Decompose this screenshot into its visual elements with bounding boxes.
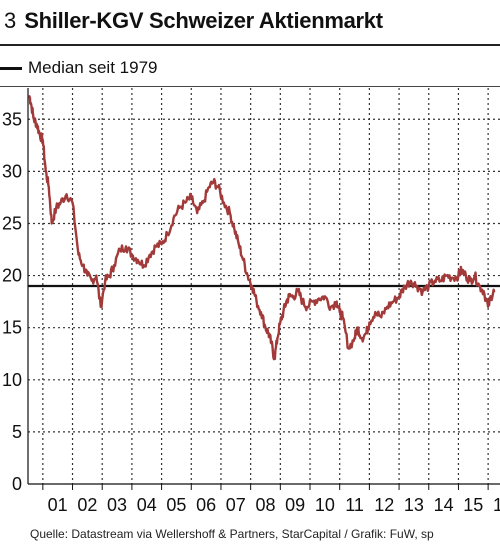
legend: Median seit 1979: [0, 58, 157, 78]
y-tick-label-35: 35: [2, 109, 22, 129]
series-line-shiller-kgv: [28, 95, 496, 361]
x-tick-label-02: 02: [77, 495, 97, 515]
title-row: 3 Shiller-KGV Schweizer Aktienmarkt: [4, 8, 383, 38]
y-tick-label-5: 5: [12, 422, 22, 442]
x-tick-label-13: 13: [404, 495, 424, 515]
x-tick-label-09: 09: [285, 495, 305, 515]
y-tick-label-25: 25: [2, 213, 22, 233]
x-tick-label-06: 06: [196, 495, 216, 515]
x-tick-label-10: 10: [315, 495, 335, 515]
chart-title: Shiller-KGV Schweizer Aktienmarkt: [24, 8, 383, 33]
x-tick-label-07: 07: [226, 495, 246, 515]
x-tick-label-04: 04: [137, 495, 157, 515]
x-tick-label-03: 03: [107, 495, 127, 515]
x-tick-label-05: 05: [166, 495, 186, 515]
x-tick-label-14: 14: [434, 495, 454, 515]
y-tick-label-30: 30: [2, 161, 22, 181]
x-tick-label-01: 01: [48, 495, 68, 515]
x-tick-label-15: 15: [463, 495, 483, 515]
title-divider: [0, 44, 500, 46]
x-tick-label-12: 12: [374, 495, 394, 515]
y-tick-label-20: 20: [2, 266, 22, 286]
y-tick-label-0: 0: [12, 474, 22, 494]
y-tick-label-15: 15: [2, 318, 22, 338]
legend-median-label: Median seit 1979: [28, 58, 158, 77]
x-tick-label-08: 08: [255, 495, 275, 515]
x-tick-label-11: 11: [345, 495, 364, 515]
legend-median-swatch: [0, 66, 22, 70]
x-tick-label-16: 16: [493, 495, 500, 515]
figure-number: 3: [4, 8, 17, 33]
legend-divider: [0, 86, 500, 87]
source-note: Quelle: Datastream via Wellershoff & Par…: [30, 527, 434, 541]
y-tick-label-10: 10: [2, 370, 22, 390]
